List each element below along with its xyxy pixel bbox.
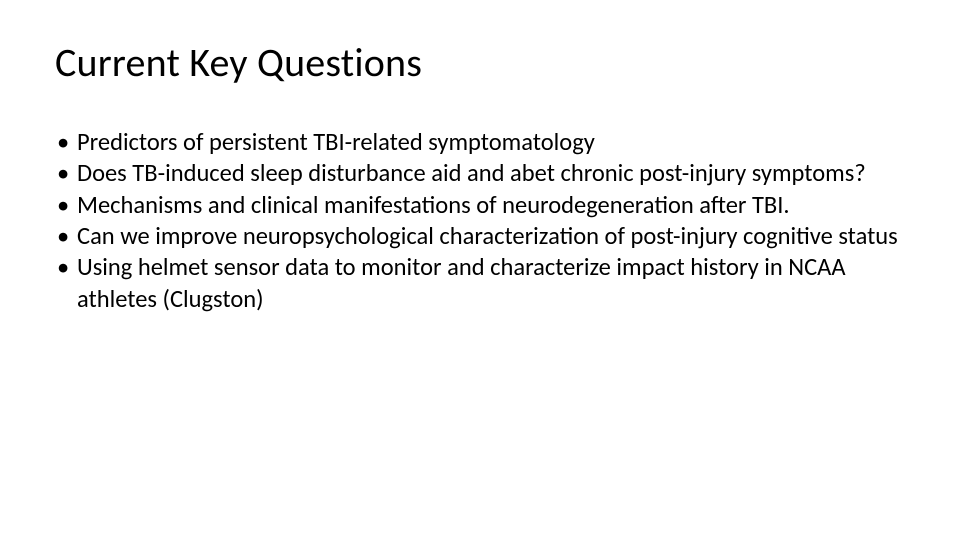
bullet-list: Predictors of persistent TBI-related sym… <box>55 127 905 315</box>
slide-title: Current Key Questions <box>55 38 905 87</box>
slide: Current Key Questions Predictors of pers… <box>0 0 960 540</box>
list-item: Using helmet sensor data to monitor and … <box>55 252 905 315</box>
list-item: Mechanisms and clinical manifestations o… <box>55 190 905 221</box>
list-item: Does TB-induced sleep disturbance aid an… <box>55 158 905 189</box>
list-item: Can we improve neuropsychological charac… <box>55 221 905 252</box>
list-item: Predictors of persistent TBI-related sym… <box>55 127 905 158</box>
